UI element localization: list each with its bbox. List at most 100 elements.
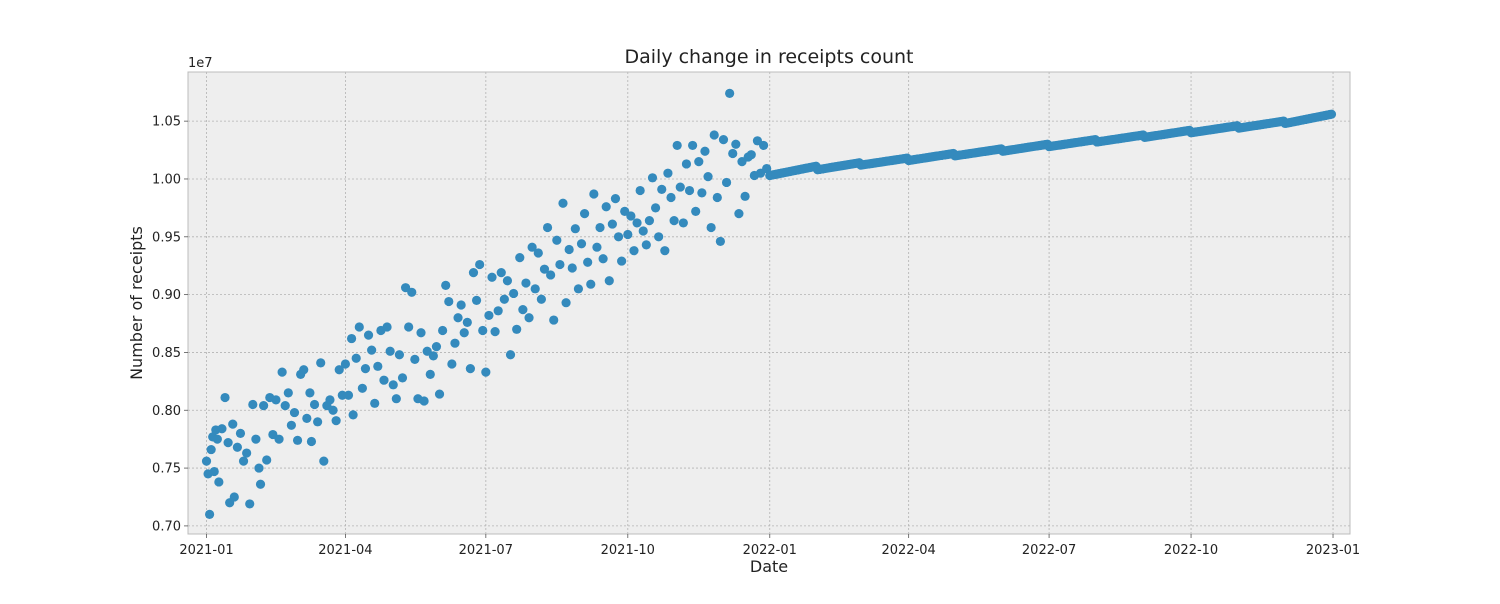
data-point bbox=[555, 259, 565, 270]
chart-title: Daily change in receipts count bbox=[625, 46, 914, 68]
data-point bbox=[209, 466, 219, 477]
data-point bbox=[672, 140, 682, 151]
data-point bbox=[416, 328, 426, 338]
data-point bbox=[613, 232, 624, 242]
data-point bbox=[617, 256, 627, 266]
data-point bbox=[740, 191, 750, 201]
data-point bbox=[669, 216, 679, 226]
x-tick-label: 2022-04 bbox=[881, 543, 935, 558]
data-point bbox=[505, 350, 516, 360]
data-point bbox=[360, 364, 371, 374]
data-point bbox=[700, 146, 710, 156]
data-point bbox=[283, 388, 293, 398]
data-point bbox=[641, 240, 651, 250]
data-point bbox=[354, 322, 364, 332]
data-point bbox=[441, 280, 451, 290]
data-point bbox=[475, 259, 485, 270]
data-point bbox=[346, 333, 357, 344]
data-point bbox=[484, 310, 494, 321]
data-point bbox=[251, 434, 261, 444]
data-point bbox=[434, 389, 445, 399]
data-point bbox=[438, 325, 448, 336]
data-point bbox=[638, 226, 648, 236]
data-point bbox=[660, 246, 670, 256]
data-point bbox=[262, 455, 272, 465]
data-point bbox=[367, 345, 377, 355]
data-point bbox=[595, 222, 605, 233]
data-point bbox=[512, 324, 522, 334]
data-point bbox=[607, 219, 617, 229]
data-point bbox=[746, 150, 756, 160]
data-point bbox=[589, 189, 599, 199]
data-point bbox=[499, 294, 509, 304]
data-point bbox=[259, 401, 269, 411]
data-point bbox=[592, 242, 602, 252]
y-tick-label: 0.90 bbox=[152, 288, 181, 303]
x-axis-ticks: 2021-01 2021-04 2021-07 2021-10 2022-01 2022-… bbox=[179, 534, 1360, 558]
x-axis-label: Date bbox=[750, 557, 788, 576]
data-point bbox=[328, 405, 338, 415]
plot-frame bbox=[187, 71, 1351, 535]
data-point bbox=[632, 218, 642, 228]
data-point bbox=[629, 246, 639, 256]
x-tick-label: 2021-01 bbox=[179, 543, 233, 558]
data-point bbox=[684, 185, 695, 196]
data-point bbox=[502, 276, 513, 286]
data-point bbox=[206, 444, 216, 455]
x-tick-label: 2022-07 bbox=[1022, 543, 1076, 558]
data-point bbox=[404, 322, 414, 332]
data-point bbox=[576, 239, 587, 249]
data-point bbox=[351, 353, 361, 363]
data-point bbox=[229, 492, 239, 502]
data-point bbox=[357, 383, 367, 393]
data-point bbox=[394, 350, 405, 360]
data-point bbox=[248, 399, 258, 410]
data-point bbox=[456, 300, 466, 310]
data-point bbox=[481, 367, 491, 377]
x-tick-label: 2022-10 bbox=[1164, 543, 1218, 558]
data-point bbox=[579, 209, 590, 219]
data-point bbox=[232, 442, 242, 452]
y-tick-label: 0.85 bbox=[152, 346, 181, 361]
y-tick-label: 0.70 bbox=[152, 519, 181, 534]
y-axis-ticks: 0.70 0.75 0.80 0.85 0.90 0.95 1.00 1.05 bbox=[152, 115, 188, 534]
data-point bbox=[325, 395, 335, 405]
x-tick-label: 2021-04 bbox=[318, 543, 372, 558]
data-point bbox=[223, 438, 233, 448]
data-point bbox=[447, 359, 457, 369]
data-point bbox=[626, 211, 636, 221]
data-point bbox=[694, 157, 704, 167]
x-tick-label: 2023-01 bbox=[1306, 543, 1360, 558]
data-point bbox=[567, 263, 577, 273]
data-point bbox=[254, 463, 264, 473]
data-point bbox=[214, 477, 224, 487]
data-point bbox=[459, 328, 469, 338]
data-point bbox=[558, 198, 568, 208]
data-point bbox=[561, 298, 571, 308]
data-point bbox=[663, 168, 673, 178]
data-point bbox=[490, 327, 500, 337]
data-point bbox=[299, 365, 309, 375]
data-point bbox=[552, 235, 562, 245]
data-point bbox=[205, 509, 215, 519]
data-point bbox=[309, 399, 320, 410]
data-point bbox=[718, 135, 729, 145]
data-point bbox=[521, 278, 531, 288]
data-point bbox=[635, 185, 645, 196]
data-point bbox=[220, 392, 230, 403]
data-point bbox=[709, 130, 719, 140]
data-point bbox=[340, 359, 350, 369]
data-point bbox=[450, 338, 460, 348]
plot-background bbox=[188, 72, 1350, 534]
data-point bbox=[382, 322, 392, 332]
y-tick-label: 1.00 bbox=[152, 172, 181, 187]
data-point bbox=[316, 358, 326, 368]
data-point bbox=[691, 206, 701, 216]
data-point bbox=[712, 192, 722, 203]
data-point bbox=[644, 216, 655, 226]
data-point bbox=[228, 419, 238, 429]
data-point bbox=[444, 296, 454, 307]
y-tick-label: 0.95 bbox=[152, 230, 181, 245]
